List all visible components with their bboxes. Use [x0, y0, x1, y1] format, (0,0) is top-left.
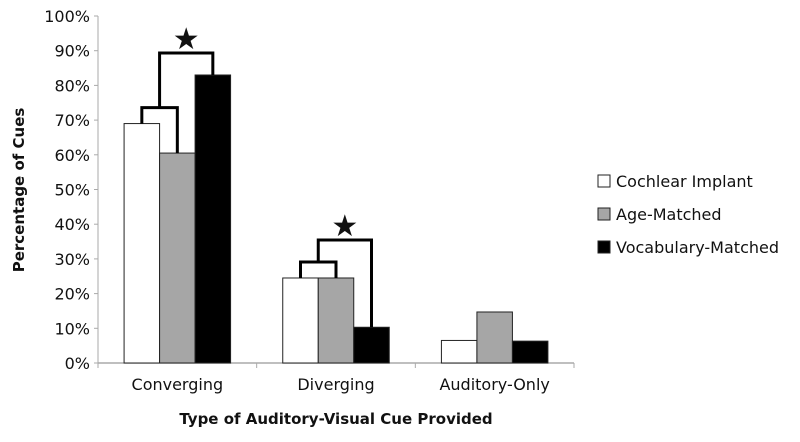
x-axis: Converging Diverging Auditory-Only: [97, 362, 575, 394]
legend: Cochlear Implant Age-Matched Vocabulary-Ma…: [597, 172, 779, 257]
y-tick-label: 10%: [54, 319, 90, 338]
bar-cochlear-implant-converging: [123, 123, 161, 364]
legend-label: Age-Matched: [616, 205, 722, 224]
bar-cochlear-implant-auditory-only: [440, 339, 478, 364]
x-tick-label: Converging: [132, 375, 224, 394]
bar-vocabulary-matched-converging: [194, 74, 232, 364]
legend-swatch: [597, 207, 611, 221]
y-tick-label: 100%: [44, 7, 90, 26]
legend-label: Vocabulary-Matched: [616, 238, 779, 257]
x-axis-title: Type of Auditory-Visual Cue Provided: [179, 410, 492, 428]
y-tick-label: 50%: [54, 181, 90, 200]
y-tick-label: 30%: [54, 250, 90, 269]
legend-swatch: [597, 240, 611, 254]
bar-vocabulary-matched-diverging: [353, 326, 390, 364]
bars: [123, 74, 549, 364]
bar-age-matched-converging: [159, 152, 196, 364]
legend-label: Cochlear Implant: [616, 172, 753, 191]
y-tick-label: 90%: [54, 42, 90, 61]
y-tick-label: 20%: [54, 285, 90, 304]
x-tick-label: Auditory-Only: [439, 375, 549, 394]
bar-age-matched-diverging: [317, 277, 355, 364]
y-tick-label: 70%: [54, 111, 90, 130]
legend-swatch: [597, 174, 611, 188]
bar-cochlear-implant-diverging: [282, 277, 319, 364]
significance-brackets: ★★: [140, 22, 373, 328]
x-tick-label: Diverging: [297, 375, 374, 394]
y-tick-label: 40%: [54, 215, 90, 234]
y-axis-title: Percentage of Cues: [10, 108, 28, 273]
y-axis: 0% 10% 20% 30% 40% 50% 60% 70% 80% 90% 100%: [44, 7, 99, 373]
outer-bracket: [158, 51, 215, 108]
y-tick-label: 0%: [65, 354, 90, 373]
y-tick-label: 80%: [54, 76, 90, 95]
outer-bracket: [316, 238, 373, 328]
inner-bracket: [299, 260, 338, 278]
significance-star-icon: ★: [173, 22, 200, 57]
bar-vocabulary-matched-auditory-only: [511, 340, 549, 364]
y-tick-label: 60%: [54, 146, 90, 165]
significance-star-icon: ★: [331, 209, 358, 244]
bar-age-matched-auditory-only: [476, 311, 513, 364]
